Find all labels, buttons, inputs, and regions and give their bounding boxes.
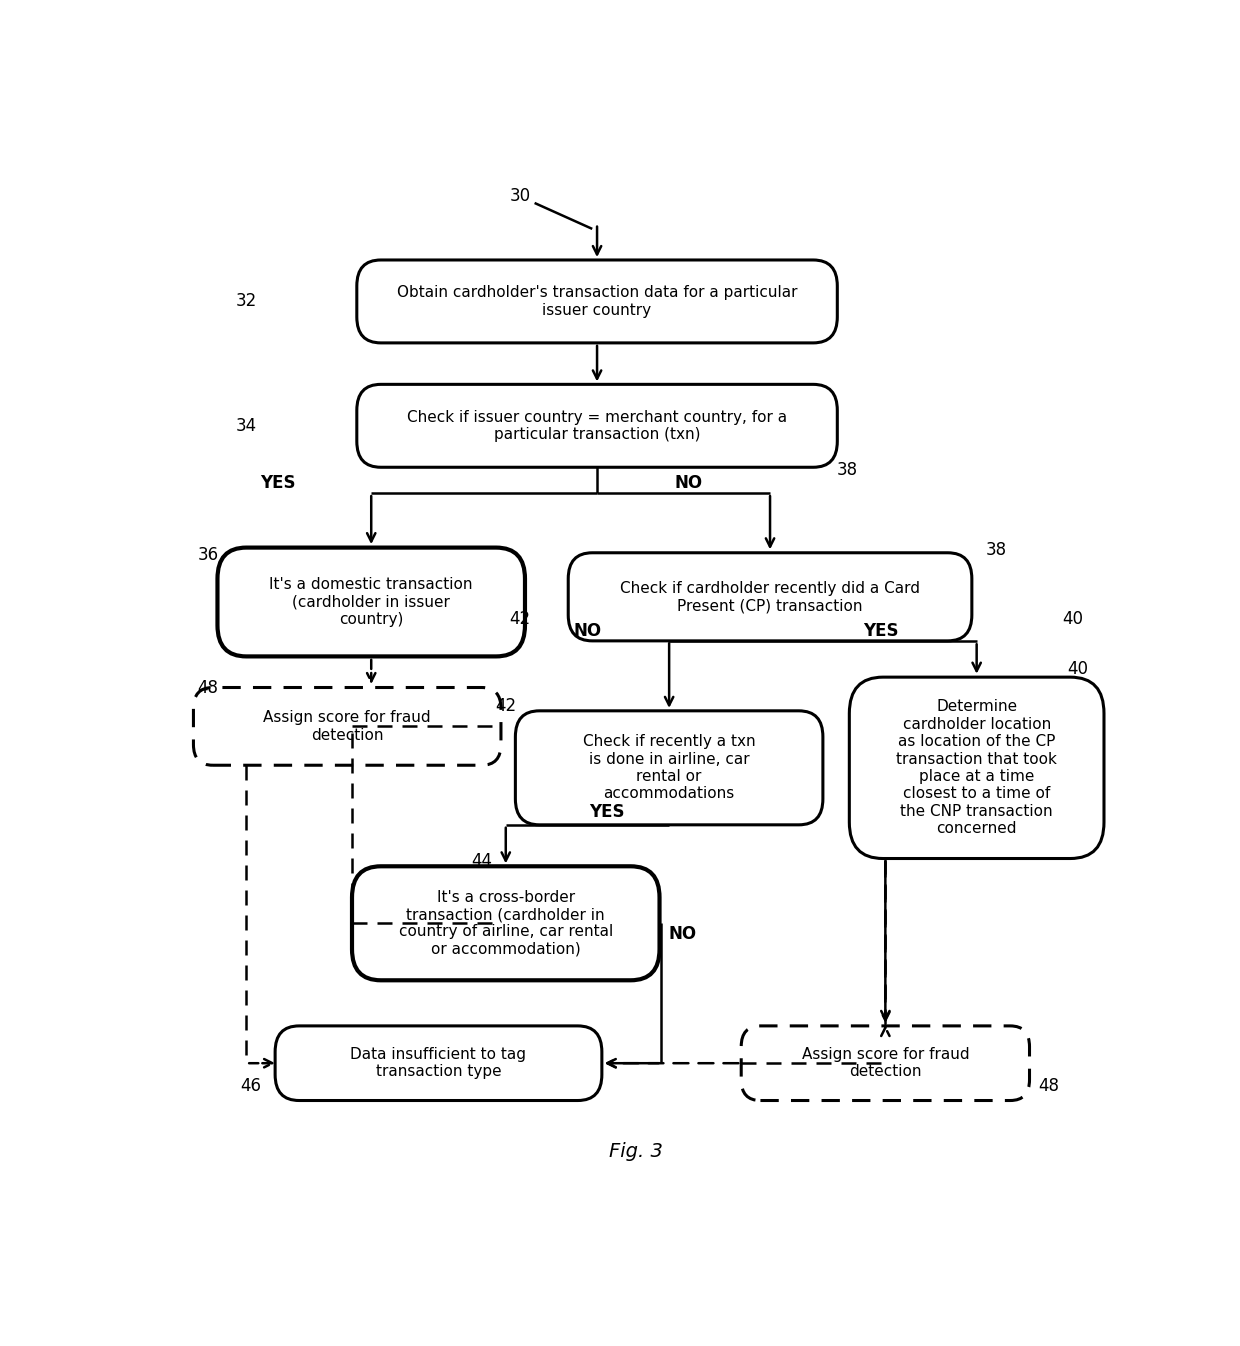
FancyBboxPatch shape: [849, 677, 1104, 859]
FancyBboxPatch shape: [742, 1026, 1029, 1101]
Text: YES: YES: [589, 804, 625, 821]
FancyBboxPatch shape: [516, 711, 823, 825]
FancyBboxPatch shape: [217, 548, 525, 657]
Text: 48: 48: [197, 678, 218, 697]
Text: 48: 48: [1038, 1077, 1059, 1096]
Text: 34: 34: [236, 417, 257, 435]
Text: 40: 40: [1068, 661, 1087, 678]
Text: 40: 40: [1063, 610, 1084, 627]
FancyBboxPatch shape: [193, 688, 501, 766]
Text: 44: 44: [471, 852, 492, 870]
Text: Fig. 3: Fig. 3: [609, 1141, 662, 1160]
FancyBboxPatch shape: [275, 1026, 601, 1101]
Text: Check if recently a txn
is done in airline, car
rental or
accommodations: Check if recently a txn is done in airli…: [583, 734, 755, 801]
Text: 38: 38: [836, 462, 858, 479]
Text: Check if cardholder recently did a Card
Present (CP) transaction: Check if cardholder recently did a Card …: [620, 580, 920, 612]
Text: 42: 42: [510, 610, 531, 627]
Text: Assign score for fraud
detection: Assign score for fraud detection: [801, 1047, 970, 1079]
Text: 42: 42: [495, 697, 516, 715]
Text: 46: 46: [241, 1077, 262, 1096]
Text: NO: NO: [675, 474, 702, 491]
Text: It's a cross-border
transaction (cardholder in
country of airline, car rental
or: It's a cross-border transaction (cardhol…: [398, 890, 613, 957]
Text: 36: 36: [197, 546, 218, 564]
Text: NO: NO: [573, 622, 601, 639]
Text: 38: 38: [986, 541, 1007, 559]
Text: 30: 30: [510, 187, 531, 205]
Text: YES: YES: [260, 474, 296, 491]
FancyBboxPatch shape: [357, 385, 837, 467]
FancyBboxPatch shape: [352, 867, 660, 980]
Text: Data insufficient to tag
transaction type: Data insufficient to tag transaction typ…: [351, 1047, 527, 1079]
FancyBboxPatch shape: [568, 553, 972, 641]
Text: Check if issuer country = merchant country, for a
particular transaction (txn): Check if issuer country = merchant count…: [407, 409, 787, 441]
Text: YES: YES: [863, 622, 898, 639]
Text: 32: 32: [236, 292, 257, 311]
FancyBboxPatch shape: [357, 260, 837, 343]
Text: It's a domestic transaction
(cardholder in issuer
country): It's a domestic transaction (cardholder …: [269, 577, 472, 627]
Text: NO: NO: [668, 925, 697, 942]
Text: Obtain cardholder's transaction data for a particular
issuer country: Obtain cardholder's transaction data for…: [397, 285, 797, 318]
Text: Assign score for fraud
detection: Assign score for fraud detection: [263, 711, 432, 743]
Text: Determine
cardholder location
as location of the CP
transaction that took
place : Determine cardholder location as locatio…: [897, 700, 1056, 836]
